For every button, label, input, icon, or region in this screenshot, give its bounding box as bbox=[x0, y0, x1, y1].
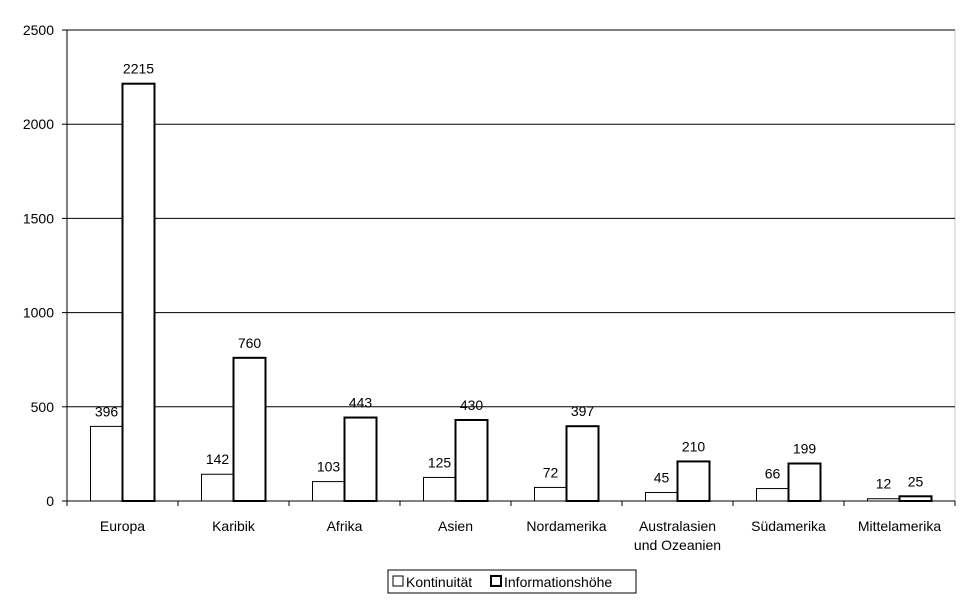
data-label: 125 bbox=[428, 454, 452, 470]
data-label: 210 bbox=[682, 438, 706, 454]
data-label: 72 bbox=[543, 464, 559, 480]
x-category-label: Europa bbox=[100, 518, 145, 534]
gridlines bbox=[66, 29, 956, 502]
legend-swatch-kontinuitaet bbox=[392, 575, 404, 587]
x-category-label: Afrika bbox=[327, 518, 363, 534]
data-labels: 396 2215 142 760 103 443 125 430 72 397 45 210 66 199… bbox=[95, 61, 924, 492]
bar-informationshoehe bbox=[343, 416, 378, 502]
bar-kontinuitaet bbox=[534, 486, 567, 502]
bar-informationshoehe bbox=[454, 418, 489, 503]
bar-informationshoehe bbox=[232, 356, 267, 503]
x-category-label: und Ozeanien bbox=[634, 537, 721, 553]
x-category-label: Mittelamerika bbox=[858, 518, 941, 534]
bar-kontinuitaet bbox=[756, 488, 789, 502]
y-tick-label: 2000 bbox=[23, 116, 54, 132]
bar-informationshoehe bbox=[565, 425, 600, 502]
data-label: 25 bbox=[908, 473, 924, 489]
plot-area bbox=[66, 29, 956, 502]
legend-swatch-informationshoehe bbox=[490, 575, 502, 587]
bar-kontinuitaet bbox=[201, 473, 234, 502]
y-tick-label: 0 bbox=[46, 493, 54, 509]
x-category-label: Australasien bbox=[639, 518, 716, 534]
x-category-label: Asien bbox=[438, 518, 473, 534]
data-label: 396 bbox=[95, 403, 119, 419]
bar-kontinuitaet bbox=[423, 476, 456, 502]
x-category-label: Karibik bbox=[212, 518, 256, 534]
data-label: 397 bbox=[571, 403, 595, 419]
bar-informationshoehe bbox=[121, 82, 156, 502]
data-label: 443 bbox=[349, 395, 373, 411]
legend-label-kontinuitaet: Kontinuität bbox=[406, 574, 472, 590]
bar-kontinuitaet bbox=[90, 425, 123, 502]
data-label: 45 bbox=[654, 470, 670, 486]
data-label: 430 bbox=[460, 397, 484, 413]
data-label: 103 bbox=[317, 459, 341, 475]
data-label: 142 bbox=[206, 451, 230, 467]
legend: Kontinuität Informationshöhe bbox=[387, 569, 637, 594]
bar-kontinuitaet bbox=[312, 481, 345, 502]
y-tick-label: 500 bbox=[31, 399, 55, 415]
x-category-label: Südamerika bbox=[751, 518, 826, 534]
y-tick-label: 1500 bbox=[23, 210, 54, 226]
data-label: 12 bbox=[876, 476, 892, 492]
data-label: 66 bbox=[765, 466, 781, 482]
legend-label-informationshoehe: Informationshöhe bbox=[504, 574, 612, 590]
data-label: 760 bbox=[238, 335, 262, 351]
bar-informationshoehe bbox=[898, 495, 933, 503]
x-category-label: Nordamerika bbox=[526, 518, 606, 534]
legend-box bbox=[387, 569, 637, 594]
bars bbox=[90, 82, 933, 503]
bar-informationshoehe bbox=[676, 460, 711, 503]
y-tick-label: 1000 bbox=[23, 305, 54, 321]
data-label: 199 bbox=[793, 441, 817, 457]
bar-informationshoehe bbox=[787, 462, 822, 502]
data-label: 2215 bbox=[123, 61, 154, 77]
bar-kontinuitaet bbox=[645, 492, 678, 502]
axes: 0 500 1000 1500 2000 2500 Europa Karibik Afrika A… bbox=[23, 22, 956, 553]
y-tick-label: 2500 bbox=[23, 22, 54, 38]
